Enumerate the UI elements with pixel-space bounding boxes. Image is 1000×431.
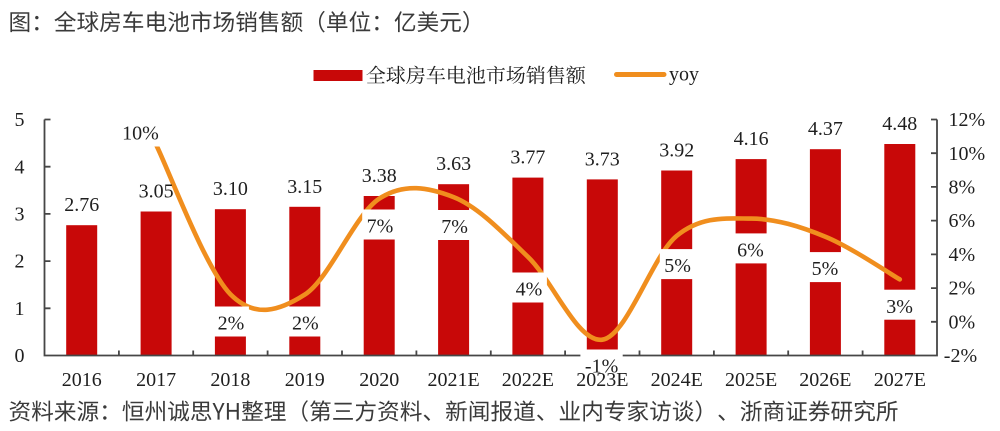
svg-text:3.15: 3.15 bbox=[287, 176, 322, 198]
svg-text:3%: 3% bbox=[886, 296, 913, 318]
svg-text:5%: 5% bbox=[664, 255, 691, 277]
svg-text:5%: 5% bbox=[812, 258, 839, 280]
svg-text:6%: 6% bbox=[737, 240, 764, 262]
svg-text:2022E: 2022E bbox=[502, 369, 554, 391]
svg-text:2027E: 2027E bbox=[874, 369, 926, 391]
svg-text:2020: 2020 bbox=[359, 369, 399, 391]
svg-text:2023E: 2023E bbox=[576, 369, 628, 391]
svg-text:3.38: 3.38 bbox=[362, 165, 397, 187]
svg-text:-1%: -1% bbox=[585, 356, 618, 378]
svg-text:3.63: 3.63 bbox=[436, 153, 471, 175]
svg-text:4: 4 bbox=[15, 156, 25, 178]
svg-text:8%: 8% bbox=[949, 177, 976, 199]
svg-text:2024E: 2024E bbox=[651, 369, 703, 391]
svg-text:2018: 2018 bbox=[210, 369, 250, 391]
svg-text:yoy: yoy bbox=[669, 64, 699, 86]
svg-text:3.77: 3.77 bbox=[510, 147, 545, 169]
svg-text:2%: 2% bbox=[949, 278, 976, 300]
svg-text:2025E: 2025E bbox=[725, 369, 777, 391]
svg-text:0%: 0% bbox=[949, 311, 976, 333]
svg-text:0: 0 bbox=[15, 345, 25, 367]
svg-text:4.37: 4.37 bbox=[808, 118, 843, 140]
svg-text:7%: 7% bbox=[441, 216, 468, 238]
svg-text:2019: 2019 bbox=[285, 369, 325, 391]
svg-text:3.73: 3.73 bbox=[585, 148, 620, 170]
svg-text:3.05: 3.05 bbox=[139, 181, 174, 203]
svg-text:2.76: 2.76 bbox=[64, 194, 99, 216]
svg-text:-2%: -2% bbox=[944, 345, 977, 367]
svg-text:7%: 7% bbox=[367, 216, 394, 238]
svg-text:2026E: 2026E bbox=[799, 369, 851, 391]
svg-text:3: 3 bbox=[15, 204, 25, 226]
svg-text:2021E: 2021E bbox=[427, 369, 479, 391]
svg-text:10%: 10% bbox=[949, 143, 986, 165]
svg-text:4%: 4% bbox=[949, 244, 976, 266]
svg-text:2017: 2017 bbox=[136, 369, 176, 391]
svg-text:2%: 2% bbox=[292, 313, 319, 335]
svg-text:3.92: 3.92 bbox=[659, 140, 694, 162]
svg-text:1: 1 bbox=[15, 298, 25, 320]
svg-text:4.16: 4.16 bbox=[734, 128, 769, 150]
svg-text:2%: 2% bbox=[218, 313, 245, 335]
svg-text:2: 2 bbox=[15, 251, 25, 273]
svg-text:6%: 6% bbox=[949, 210, 976, 232]
svg-text:3.10: 3.10 bbox=[213, 178, 248, 200]
svg-text:12%: 12% bbox=[949, 109, 986, 131]
svg-text:2016: 2016 bbox=[62, 369, 102, 391]
svg-text:5: 5 bbox=[15, 109, 25, 131]
svg-text:10%: 10% bbox=[122, 123, 159, 145]
svg-text:4.48: 4.48 bbox=[882, 113, 917, 135]
svg-text:4%: 4% bbox=[516, 279, 543, 301]
